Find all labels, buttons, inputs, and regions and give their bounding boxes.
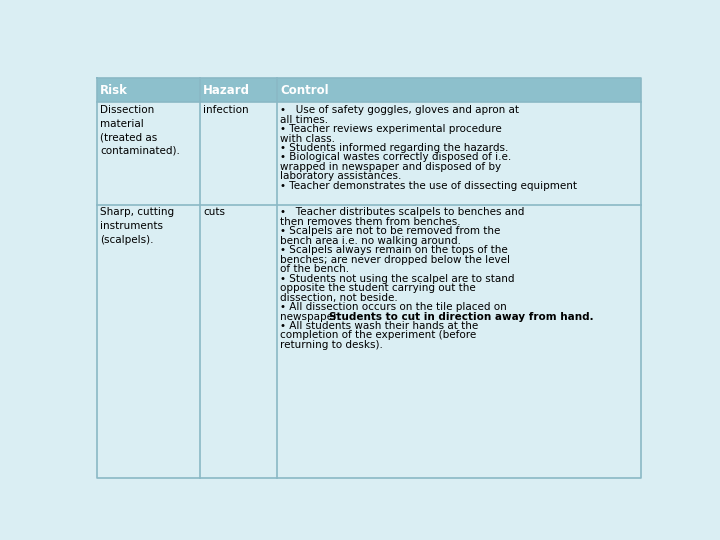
Text: dissection, not beside.: dissection, not beside. bbox=[280, 293, 398, 302]
Text: completion of the experiment (before: completion of the experiment (before bbox=[280, 330, 477, 340]
Text: • Biological wastes correctly disposed of i.e.: • Biological wastes correctly disposed o… bbox=[280, 152, 511, 163]
Text: Students to cut in direction away from hand.: Students to cut in direction away from h… bbox=[329, 312, 594, 321]
Text: Sharp, cutting
instruments
(scalpels).: Sharp, cutting instruments (scalpels). bbox=[100, 207, 174, 245]
Text: infection: infection bbox=[203, 105, 249, 115]
Bar bbox=[96, 205, 642, 478]
Text: •   Use of safety goggles, gloves and apron at: • Use of safety goggles, gloves and apro… bbox=[280, 105, 519, 115]
Text: • Students informed regarding the hazards.: • Students informed regarding the hazard… bbox=[280, 143, 508, 153]
Text: bench area i.e. no walking around.: bench area i.e. no walking around. bbox=[280, 236, 462, 246]
Text: Hazard: Hazard bbox=[203, 84, 251, 97]
Text: all times.: all times. bbox=[280, 114, 328, 125]
Text: Risk: Risk bbox=[100, 84, 128, 97]
Text: laboratory assistances.: laboratory assistances. bbox=[280, 171, 402, 181]
Text: • Teacher demonstrates the use of dissecting equipment: • Teacher demonstrates the use of dissec… bbox=[280, 181, 577, 191]
Text: • All students wash their hands at the: • All students wash their hands at the bbox=[280, 321, 479, 331]
Text: • Students not using the scalpel are to stand: • Students not using the scalpel are to … bbox=[280, 274, 515, 284]
Text: • All dissection occurs on the tile placed on: • All dissection occurs on the tile plac… bbox=[280, 302, 507, 312]
Text: •   Teacher distributes scalpels to benches and: • Teacher distributes scalpels to benche… bbox=[280, 207, 525, 218]
Text: Dissection
material
(treated as
contaminated).: Dissection material (treated as contamin… bbox=[100, 105, 180, 156]
Text: wrapped in newspaper and disposed of by: wrapped in newspaper and disposed of by bbox=[280, 162, 501, 172]
Text: • Scalpels always remain on the tops of the: • Scalpels always remain on the tops of … bbox=[280, 245, 508, 255]
Text: Control: Control bbox=[280, 84, 329, 97]
Text: • Teacher reviews experimental procedure: • Teacher reviews experimental procedure bbox=[280, 124, 502, 134]
Text: • Scalpels are not to be removed from the: • Scalpels are not to be removed from th… bbox=[280, 226, 500, 237]
Text: benches; are never dropped below the level: benches; are never dropped below the lev… bbox=[280, 255, 510, 265]
Text: newspaper.: newspaper. bbox=[280, 312, 343, 321]
Text: with class.: with class. bbox=[280, 133, 336, 144]
Text: of the bench.: of the bench. bbox=[280, 264, 349, 274]
Text: then removes them from benches.: then removes them from benches. bbox=[280, 217, 461, 227]
Text: opposite the student carrying out the: opposite the student carrying out the bbox=[280, 283, 476, 293]
Text: returning to desks).: returning to desks). bbox=[280, 340, 383, 350]
Bar bbox=[96, 78, 642, 102]
Text: cuts: cuts bbox=[203, 207, 225, 218]
Bar bbox=[96, 102, 642, 205]
